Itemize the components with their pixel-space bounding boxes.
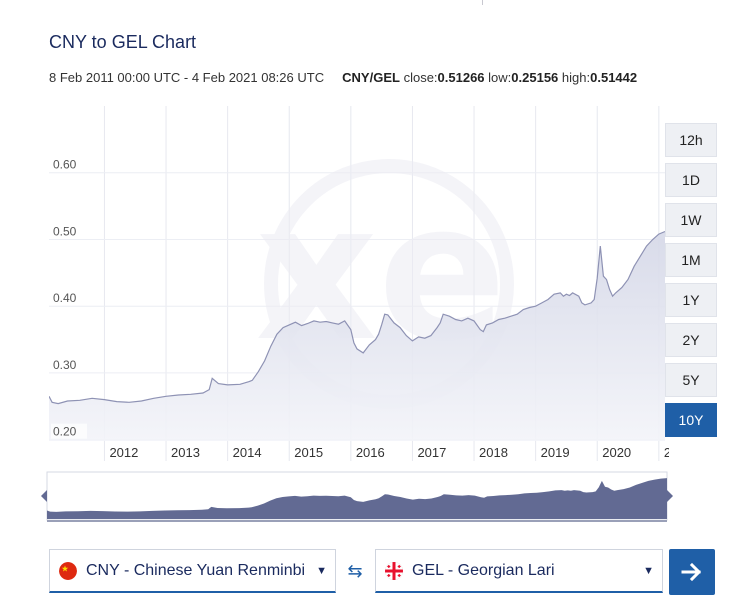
navigator[interactable] xyxy=(40,468,676,524)
y-tick-label-bg xyxy=(51,356,87,372)
high-value: 0.51442 xyxy=(590,70,638,85)
x-tick-label: 2015 xyxy=(294,445,323,460)
chevron-down-icon: ▼ xyxy=(316,564,327,577)
high-label: high: xyxy=(561,70,591,85)
series-line xyxy=(49,230,666,405)
georgia-flag-icon xyxy=(385,561,403,580)
y-tick-label: 0.50 xyxy=(53,224,77,238)
navigator-left-handle[interactable] xyxy=(41,490,47,502)
chart-title: CNY to GEL Chart xyxy=(49,32,197,52)
x-axis-labels: 2012 2013 2014 2015 2016 2017 2018 2019 2020 2021 xyxy=(109,445,669,460)
y-tick-label-bg xyxy=(51,156,87,172)
from-currency-label: CNY - Chinese Yuan Renminbi xyxy=(86,561,306,579)
main-chart[interactable]: xe 0.200.300.400.500.60 2012 2013 2014 2015… xyxy=(49,106,669,466)
to-currency-label: GEL - Georgian Lari xyxy=(412,561,555,579)
from-currency-select[interactable]: CNY - Chinese Yuan Renminbi ▼ xyxy=(49,549,336,593)
date-range: 8 Feb 2011 00:00 UTC - 4 Feb 2021 08:26 … xyxy=(49,70,325,85)
range-button-2y[interactable]: 2Y xyxy=(665,323,717,357)
series-area xyxy=(49,231,665,441)
chart-meta: 8 Feb 2011 00:00 UTC - 4 Feb 2021 08:26 … xyxy=(49,70,637,85)
y-tick-label: 0.60 xyxy=(53,158,77,172)
china-flag-icon xyxy=(59,561,77,580)
navigator-baseline xyxy=(47,520,667,522)
chevron-down-icon: ▼ xyxy=(643,564,654,577)
x-tick-label: 2017 xyxy=(417,445,446,460)
top-divider xyxy=(482,0,483,5)
y-tick-label: 0.40 xyxy=(53,291,77,305)
low-label: low: xyxy=(488,70,512,85)
pair-label: CNY/GEL xyxy=(342,70,400,85)
x-tick-label: 2020 xyxy=(602,445,631,460)
low-value: 0.25156 xyxy=(511,70,559,85)
y-tick-label-bg xyxy=(51,290,87,306)
x-tick-label: 2018 xyxy=(479,445,508,460)
range-button-1d[interactable]: 1D xyxy=(665,163,717,197)
convert-button[interactable] xyxy=(669,549,715,595)
x-tick-label: 2016 xyxy=(356,445,385,460)
range-button-1y[interactable]: 1Y xyxy=(665,283,717,317)
y-tick-label-bg xyxy=(51,223,87,239)
range-button-1w[interactable]: 1W xyxy=(665,203,717,237)
x-tick-label: 2014 xyxy=(233,445,262,460)
range-button-5y[interactable]: 5Y xyxy=(665,363,717,397)
y-tick-label: 0.20 xyxy=(53,425,77,439)
range-button-1m[interactable]: 1M xyxy=(665,243,717,277)
range-button-10y[interactable]: 10Y xyxy=(665,403,717,437)
y-tick-label: 0.30 xyxy=(53,358,77,372)
range-button-12h[interactable]: 12h xyxy=(665,123,717,157)
x-tick-label: 2012 xyxy=(109,445,138,460)
y-tick-label-bg xyxy=(51,423,87,439)
close-value: 0.51266 xyxy=(437,70,485,85)
x-tick-label: 2019 xyxy=(541,445,570,460)
x-tick-label: 2021 xyxy=(664,445,669,460)
y-axis-labels: 0.20 0.30 0.40 0.50 0.60 xyxy=(51,156,87,439)
close-label: close: xyxy=(403,70,438,85)
navigator-right-handle[interactable] xyxy=(667,490,673,502)
arrow-right-icon xyxy=(681,563,702,581)
to-currency-select[interactable]: GEL - Georgian Lari ▼ xyxy=(375,549,663,593)
navigator-area xyxy=(47,478,667,519)
swap-arrows-icon[interactable]: ⇆ xyxy=(347,561,363,581)
x-tick-label: 2013 xyxy=(171,445,200,460)
